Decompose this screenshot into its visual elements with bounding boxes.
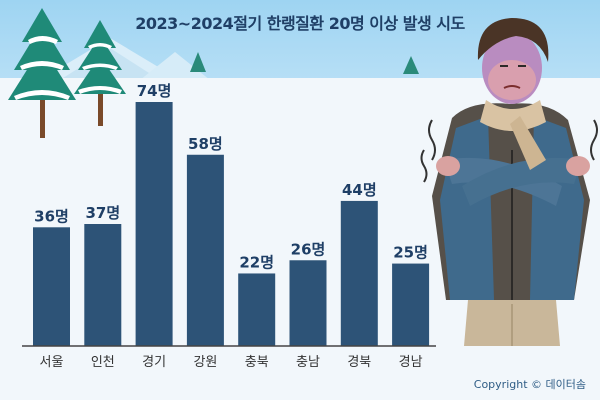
data-label: 26명 [291,240,326,258]
chart-title: 2023~2024절기 한랭질환 20명 이상 발생 시도 [135,14,465,33]
category-label: 경북 [347,355,371,370]
category-label: 경남 [399,355,423,370]
bar [289,260,327,346]
data-label: 58명 [188,135,223,153]
bar [238,273,276,346]
small-tree-icon [403,56,419,74]
data-label: 25명 [393,244,428,262]
mountain-small [140,52,210,80]
category-label: 인천 [91,355,115,370]
category-label: 충남 [296,355,320,370]
data-label: 37명 [85,204,120,222]
snowy-tree-icon [8,8,76,138]
data-label: 74명 [137,82,172,100]
data-label: 36명 [34,207,69,225]
bar [392,263,430,346]
shivering-person-illustration [420,18,598,346]
category-label: 충북 [245,355,269,370]
category-label: 서울 [40,355,64,370]
bar [84,224,122,346]
small-tree-icon [190,52,206,72]
bar [186,154,224,346]
data-label: 44명 [342,181,377,199]
bar [33,227,70,346]
bar [340,200,378,346]
category-label: 경기 [142,355,166,370]
category-label: 강원 [193,355,217,370]
snowy-tree-icon [74,20,126,126]
data-label: 22명 [239,253,274,271]
copyright-text: Copyright © 데이터솜 [473,378,586,391]
bar [135,102,173,346]
